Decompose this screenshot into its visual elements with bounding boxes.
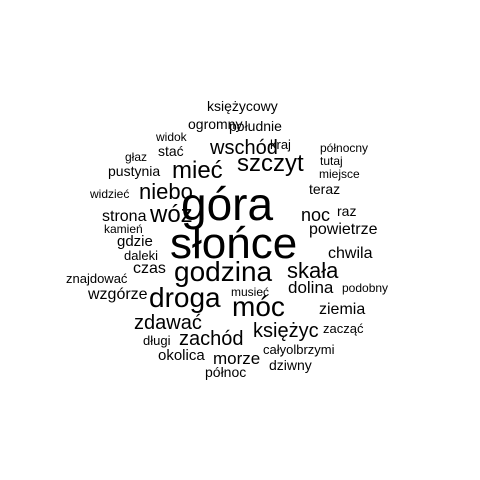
cloud-word-poludnie: południe	[229, 118, 282, 134]
cloud-word-polnocny: północny	[320, 141, 368, 155]
cloud-word-zdawac: zdawać	[134, 312, 202, 334]
cloud-word-droga: droga	[149, 282, 221, 313]
cloud-word-godzina: godzina	[174, 256, 273, 287]
cloud-word-stac: stać	[158, 143, 184, 159]
cloud-word-pustynia: pustynia	[108, 163, 160, 179]
cloud-word-dlugi: długi	[143, 333, 171, 348]
cloud-word-widziec: widzieć	[89, 187, 129, 201]
cloud-word-glaz: głaz	[125, 150, 147, 164]
cloud-word-ziemia: ziemia	[319, 301, 365, 318]
cloud-word-gdzie: gdzie	[117, 233, 153, 250]
cloud-word-czas: czas	[133, 260, 166, 277]
cloud-word-kamien: kamień	[104, 222, 143, 236]
cloud-word-miejsce: miejsce	[319, 167, 360, 181]
cloud-word-kraj: kraj	[270, 137, 291, 152]
cloud-word-tutaj: tutaj	[320, 154, 343, 168]
cloud-word-moc: móc	[232, 291, 285, 322]
cloud-word-skala: skała	[287, 258, 339, 283]
cloud-word-ksiezycowy: księżycowy	[207, 98, 278, 114]
cloud-word-niebo: niebo	[139, 179, 193, 204]
cloud-word-znajdowac: znajdować	[66, 271, 128, 286]
cloud-word-teraz: teraz	[309, 181, 340, 197]
cloud-word-musiec: musieć	[231, 285, 269, 299]
cloud-word-polnoc: północ	[205, 364, 246, 380]
cloud-word-morze: morze	[213, 349, 260, 368]
cloud-word-ogromny: ogromny	[188, 116, 242, 132]
cloud-word-strona: strona	[102, 208, 147, 225]
cloud-word-gora: góra	[181, 178, 273, 230]
cloud-word-calyolbrzymi: całyolbrzymi	[263, 342, 335, 357]
cloud-word-szczyt: szczyt	[237, 150, 304, 177]
cloud-word-zachod: zachód	[179, 328, 244, 350]
cloud-word-zaczac: zacząć	[323, 321, 364, 336]
cloud-word-dziwny: dziwny	[269, 357, 312, 373]
cloud-word-miec: mieć	[172, 157, 223, 184]
cloud-word-daleki: daleki	[124, 248, 158, 263]
cloud-word-powietrze: powietrze	[309, 221, 378, 238]
cloud-word-widok: widok	[155, 130, 188, 144]
cloud-word-dolina: dolina	[288, 278, 334, 297]
cloud-word-wschod: wschód	[209, 137, 278, 159]
cloud-word-noc: noc	[301, 205, 330, 225]
cloud-word-okolica: okolica	[158, 347, 205, 364]
cloud-word-woz: wóz	[149, 201, 193, 228]
cloud-word-ksiezyc: księżyc	[253, 320, 319, 342]
cloud-word-podobny: podobny	[342, 281, 388, 295]
cloud-word-slonce: słońce	[170, 219, 297, 268]
cloud-word-wzgorze: wzgórze	[87, 286, 148, 303]
cloud-word-chwila: chwila	[328, 245, 373, 262]
cloud-word-raz: raz	[337, 203, 356, 219]
